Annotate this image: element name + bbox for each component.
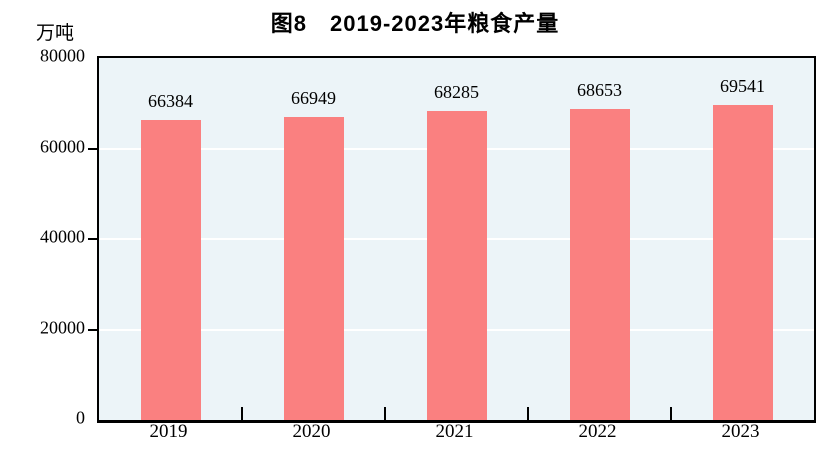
y-axis-tick-mark: [88, 328, 98, 331]
x-axis-boundary-tick: [527, 407, 529, 420]
bar-2023: [712, 105, 773, 420]
bar-2020: [283, 117, 344, 420]
x-axis-tick-label: 2021: [435, 421, 474, 442]
x-axis-tick-labels: 2019 2020 2021 2022 2023: [97, 421, 812, 449]
y-axis-tick-label: 0: [76, 407, 85, 428]
y-axis-tick-label: 20000: [40, 317, 85, 337]
y-axis-tick-label: 60000: [40, 136, 85, 156]
bar-value-label: 68653: [577, 80, 622, 101]
y-axis-tick-label: 80000: [40, 45, 85, 66]
bar-value-label: 66949: [291, 88, 336, 109]
y-axis-tick-labels: 0 20000 40000 60000 80000: [0, 46, 85, 428]
y-axis-tick-label: 40000: [40, 226, 85, 247]
bar-value-label: 68285: [434, 82, 479, 102]
bar-value-label: 69541: [720, 76, 765, 97]
chart-title: 图8 2019-2023年粮食产量: [270, 11, 560, 36]
x-axis-boundary-tick: [241, 407, 243, 420]
x-axis-tick-label: 2023: [721, 421, 760, 442]
bar-2022: [569, 109, 630, 420]
bar-value-label: 66384: [148, 90, 193, 111]
bar-2021: [426, 111, 487, 420]
x-axis-boundary-tick: [670, 407, 672, 420]
y-axis-tick-mark: [88, 147, 98, 150]
x-axis-tick-label: 2020: [292, 421, 331, 442]
x-axis-tick-label: 2022: [578, 421, 617, 442]
x-axis-boundary-tick: [384, 407, 386, 420]
y-axis-tick-mark: [88, 238, 98, 240]
x-axis-tick-label: 2019: [149, 421, 188, 442]
bar-2019: [140, 119, 201, 420]
y-axis-unit-label: 万吨: [36, 23, 75, 44]
plot-area: 66384 66949 68285 68653 69541: [88, 56, 816, 423]
